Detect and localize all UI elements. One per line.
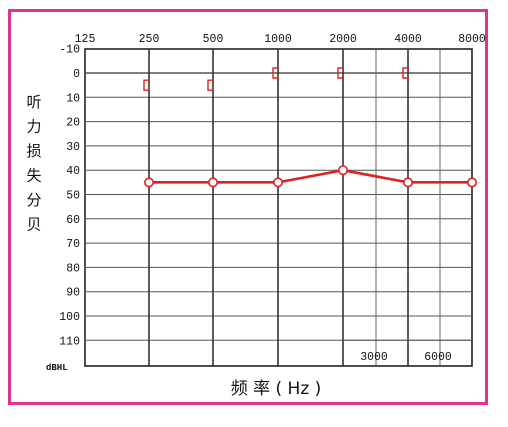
y-axis-label-char: 贝 [26,216,41,234]
y-tick-label: 70 [66,238,80,251]
bone-conduction-marker [143,79,150,91]
x-tick-label: 8000 [458,33,486,46]
y-tick-label: 110 [59,335,80,348]
y-tick-label: 80 [66,262,80,275]
y-tick-label: 10 [66,92,80,105]
x-axis-label: 频 率 ( Hz ) [231,379,322,399]
grid-lines [84,48,473,367]
y-tick-label: 50 [66,190,80,203]
y-tick-label: 90 [66,287,80,300]
y-tick-label: 40 [66,165,80,178]
data-series [143,67,477,188]
y-tick-label: 0 [73,68,80,81]
bone-conduction-marker [402,67,409,79]
tick-labels: 125 250 500 1000 2000 4000 8000 3000 6000 -10 0 10 2… [26,33,485,364]
data-point-circle [337,165,348,176]
bone-conduction-marker [272,67,279,79]
y-axis-label-char: 分 [26,191,41,209]
data-point-circle [402,177,413,188]
y-tick-label: 100 [59,311,80,324]
x-minor-tick-label: 3000 [360,351,388,364]
y-axis-label-char: 力 [26,118,41,136]
x-tick-label: 1000 [264,33,292,46]
x-tick-label: 125 [75,33,96,46]
x-minor-tick-label: 6000 [424,351,452,364]
bone-conduction-marker [207,79,214,91]
data-point-circle [466,177,477,188]
x-tick-label: 500 [203,33,224,46]
x-tick-label: 2000 [329,33,357,46]
data-point-circle [144,177,155,188]
y-tick-label: 20 [66,117,80,130]
y-axis-label-char: 听 [26,93,41,111]
data-point-circle [272,177,283,188]
x-tick-label: 4000 [394,33,422,46]
y-tick-label: -10 [59,44,80,57]
hearing-threshold-line [149,168,472,184]
y-tick-label: 60 [66,214,80,227]
y-tick-label: 30 [66,141,80,154]
x-tick-label: 250 [139,33,160,46]
data-point-circle [208,177,219,188]
y-axis-label-char: 失 [26,167,41,185]
y-axis-label-char: 损 [26,142,41,160]
axis-labels: dBHL 频 率 ( Hz ) [46,363,321,399]
y-unit-label: dBHL [46,363,68,373]
bone-conduction-marker [337,67,344,79]
